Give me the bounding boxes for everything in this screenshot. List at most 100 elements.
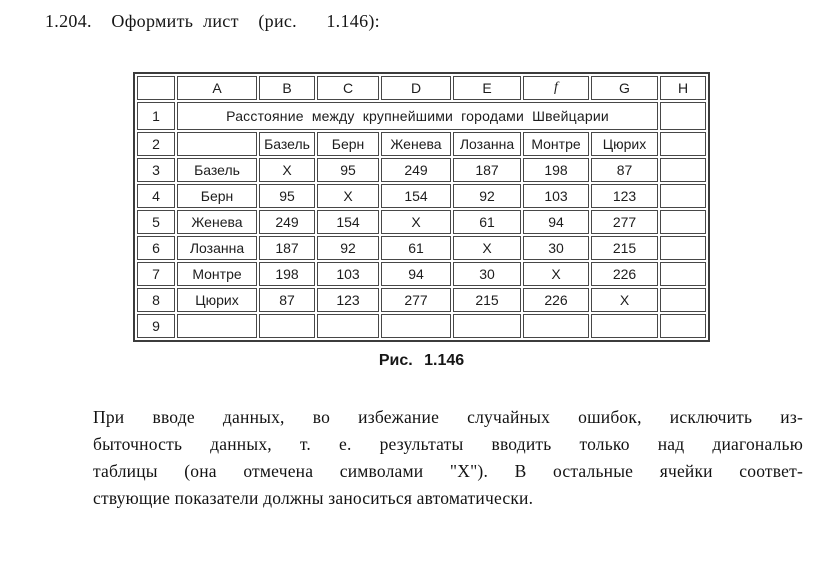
distance-cell: 277 bbox=[591, 210, 658, 234]
empty-cell bbox=[453, 314, 521, 338]
city-header-cell: Базель bbox=[259, 132, 315, 156]
empty-cell bbox=[660, 132, 706, 156]
column-letter: D bbox=[381, 76, 451, 100]
distance-row: 4 Берн 95 X 154 92 103 123 bbox=[137, 184, 706, 208]
row-number: 6 bbox=[137, 236, 175, 260]
diagonal-cell: X bbox=[259, 158, 315, 182]
spreadsheet-figure: A B C D E f G H 1 Расстояние между крупн… bbox=[133, 72, 710, 342]
city-label-cell: Лозанна bbox=[177, 236, 257, 260]
distance-row: 6 Лозанна 187 92 61 X 30 215 bbox=[137, 236, 706, 260]
paragraph-line: быточность данных, т. е. результаты ввод… bbox=[93, 434, 803, 454]
empty-cell bbox=[591, 314, 658, 338]
paragraph-line: ствующие показатели должны заноситься ав… bbox=[93, 488, 534, 508]
column-letter-row: A B C D E f G H bbox=[137, 76, 706, 100]
column-letter: C bbox=[317, 76, 379, 100]
empty-cell bbox=[660, 314, 706, 338]
column-letter: f bbox=[523, 76, 589, 100]
city-header-cell: Цюрих bbox=[591, 132, 658, 156]
row-number: 9 bbox=[137, 314, 175, 338]
distance-cell: 92 bbox=[453, 184, 521, 208]
distance-cell: 187 bbox=[453, 158, 521, 182]
distance-cell: 187 bbox=[259, 236, 315, 260]
city-header-cell: Лозанна bbox=[453, 132, 521, 156]
distance-cell: 95 bbox=[317, 158, 379, 182]
distance-cell: 87 bbox=[591, 158, 658, 182]
distance-cell: 226 bbox=[523, 288, 589, 312]
exercise-title: 1.204. Оформить лист (рис. 1.146): bbox=[45, 11, 380, 31]
distance-row: 3 Базель X 95 249 187 198 87 bbox=[137, 158, 706, 182]
distance-cell: 61 bbox=[381, 236, 451, 260]
distance-cell: 198 bbox=[523, 158, 589, 182]
city-label-cell: Берн bbox=[177, 184, 257, 208]
row-number: 5 bbox=[137, 210, 175, 234]
distance-cell: 226 bbox=[591, 262, 658, 286]
empty-cell bbox=[660, 102, 706, 130]
empty-cell bbox=[660, 210, 706, 234]
row-number: 2 bbox=[137, 132, 175, 156]
distance-cell: 94 bbox=[523, 210, 589, 234]
diagonal-cell: X bbox=[453, 236, 521, 260]
distance-cell: 92 bbox=[317, 236, 379, 260]
empty-cell bbox=[177, 314, 257, 338]
distance-row: 5 Женева 249 154 X 61 94 277 bbox=[137, 210, 706, 234]
distance-cell: 123 bbox=[591, 184, 658, 208]
distance-cell: 215 bbox=[453, 288, 521, 312]
city-label-cell: Женева bbox=[177, 210, 257, 234]
city-header-cell: Монтре bbox=[523, 132, 589, 156]
sheet-title-row: 1 Расстояние между крупнейшими городами … bbox=[137, 102, 706, 130]
auto-value-cell: 154 bbox=[381, 184, 451, 208]
distance-cell: 103 bbox=[317, 262, 379, 286]
empty-cell bbox=[523, 314, 589, 338]
diagonal-cell: X bbox=[317, 184, 379, 208]
row-number: 1 bbox=[137, 102, 175, 130]
distance-row: 8 Цюрих 87 123 277 215 226 X bbox=[137, 288, 706, 312]
city-header-row: 2 Базель Берн Женева Лозанна Монтре Цюри… bbox=[137, 132, 706, 156]
row-number: 7 bbox=[137, 262, 175, 286]
column-letter: H bbox=[660, 76, 706, 100]
column-letter: A bbox=[177, 76, 257, 100]
distance-cell: 198 bbox=[259, 262, 315, 286]
paragraph-line: При вводе данных, во избежание случайных… bbox=[93, 407, 803, 427]
distance-row: 7 Монтре 198 103 94 30 X 226 bbox=[137, 262, 706, 286]
body-paragraph: При вводе данных, во избежание случайных… bbox=[93, 404, 803, 512]
distance-cell: 123 bbox=[317, 288, 379, 312]
auto-value-cell: 154 bbox=[317, 210, 379, 234]
city-label-cell: Монтре bbox=[177, 262, 257, 286]
corner-cell bbox=[137, 76, 175, 100]
sheet-title-cell: Расстояние между крупнейшими городами Шв… bbox=[177, 102, 658, 130]
distance-cell: 215 bbox=[591, 236, 658, 260]
distance-cell: 249 bbox=[259, 210, 315, 234]
empty-cell bbox=[660, 236, 706, 260]
distance-cell: 277 bbox=[381, 288, 451, 312]
city-label-cell: Базель bbox=[177, 158, 257, 182]
empty-cell bbox=[660, 184, 706, 208]
distance-cell: 103 bbox=[523, 184, 589, 208]
row-number: 4 bbox=[137, 184, 175, 208]
diagonal-cell: X bbox=[381, 210, 451, 234]
city-label-cell: Цюрих bbox=[177, 288, 257, 312]
distance-cell: 61 bbox=[453, 210, 521, 234]
empty-cell bbox=[259, 314, 315, 338]
diagonal-cell: X bbox=[523, 262, 589, 286]
distance-cell: 87 bbox=[259, 288, 315, 312]
city-header-cell: Женева bbox=[381, 132, 451, 156]
row-number: 8 bbox=[137, 288, 175, 312]
empty-cell bbox=[381, 314, 451, 338]
distance-cell: 249 bbox=[381, 158, 451, 182]
distance-cell: 30 bbox=[453, 262, 521, 286]
distance-cell: 30 bbox=[523, 236, 589, 260]
paragraph-line: таблицы (она отмечена символами "X"). В … bbox=[93, 461, 803, 481]
city-header-cell: Берн bbox=[317, 132, 379, 156]
distance-cell: 95 bbox=[259, 184, 315, 208]
figure-caption: Рис. 1.146 bbox=[378, 352, 465, 369]
column-letter: G bbox=[591, 76, 658, 100]
empty-cell bbox=[660, 288, 706, 312]
empty-cell bbox=[660, 262, 706, 286]
empty-row: 9 bbox=[137, 314, 706, 338]
empty-cell bbox=[317, 314, 379, 338]
empty-cell bbox=[660, 158, 706, 182]
column-letter: E bbox=[453, 76, 521, 100]
distance-cell: 94 bbox=[381, 262, 451, 286]
row-number: 3 bbox=[137, 158, 175, 182]
column-letter: B bbox=[259, 76, 315, 100]
